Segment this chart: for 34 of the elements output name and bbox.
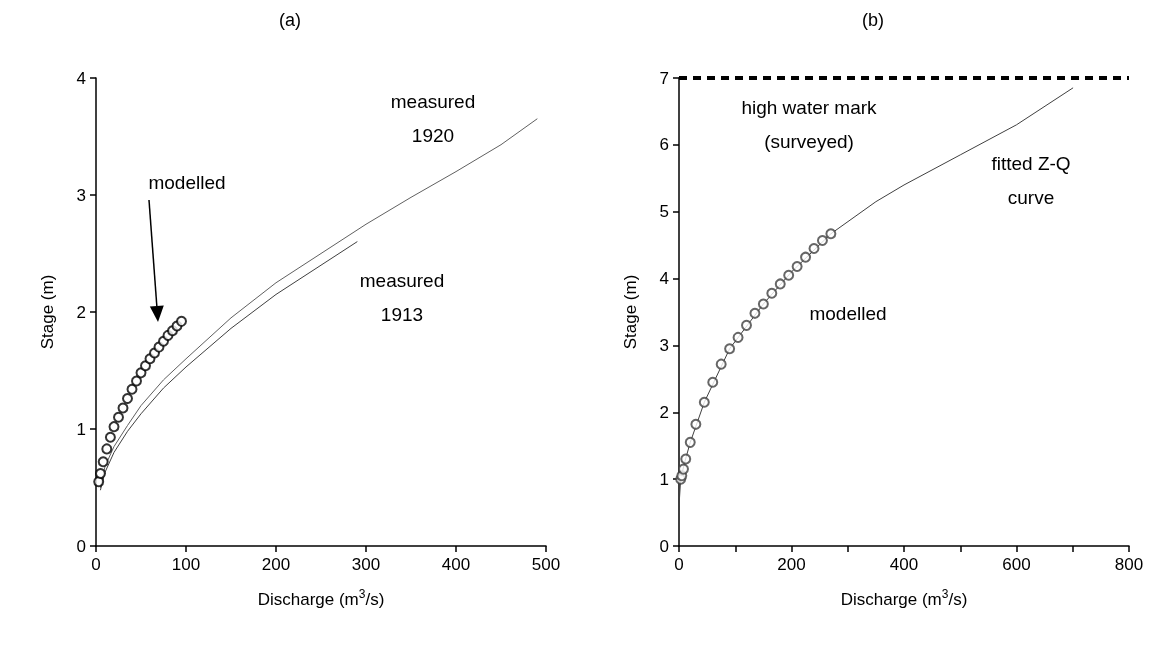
x-tick-label: 800 [1114, 555, 1144, 574]
y-tick-label: 0 [76, 536, 86, 556]
x-tick-label: 200 [777, 555, 806, 574]
annotation: measured 1913 [359, 269, 445, 325]
y-tick-label: 5 [659, 202, 669, 222]
x-tick-label: 500 [531, 555, 561, 574]
y-axis-title: Stage (m) [38, 274, 57, 350]
x-tick-label: 200 [261, 555, 291, 574]
y-tick-label: 4 [76, 68, 86, 88]
x-tick-label: 400 [441, 555, 471, 574]
ref-line-label: high water mark (surveyed) [741, 96, 878, 152]
y-tick-label: 4 [659, 269, 669, 289]
y-axis-title: Stage (m) [621, 274, 640, 350]
x-tick-label: 0 [91, 555, 101, 574]
x-tick-label: 600 [1002, 555, 1031, 574]
y-tick-label: 3 [76, 185, 86, 205]
annotation: modelled [809, 302, 887, 324]
y-tick-label: 1 [76, 419, 86, 439]
y-tick-label: 7 [659, 68, 669, 88]
annotation: fitted Z-Q curve [991, 152, 1071, 208]
y-tick-label: 1 [659, 469, 669, 489]
x-tick-label: 100 [171, 555, 201, 574]
annotation: measured 1920 [390, 90, 476, 146]
y-tick-label: 2 [659, 402, 669, 422]
annotation: modelled [148, 171, 226, 193]
chart-title: (b) [862, 10, 884, 30]
x-tick-label: 300 [351, 555, 381, 574]
y-tick-label: 2 [76, 302, 86, 322]
y-tick-label: 0 [659, 536, 669, 556]
chart-title: (a) [279, 10, 301, 30]
y-tick-label: 3 [659, 335, 669, 355]
x-tick-label: 400 [889, 555, 919, 574]
y-tick-label: 6 [659, 135, 669, 155]
x-tick-label: 0 [674, 555, 684, 574]
